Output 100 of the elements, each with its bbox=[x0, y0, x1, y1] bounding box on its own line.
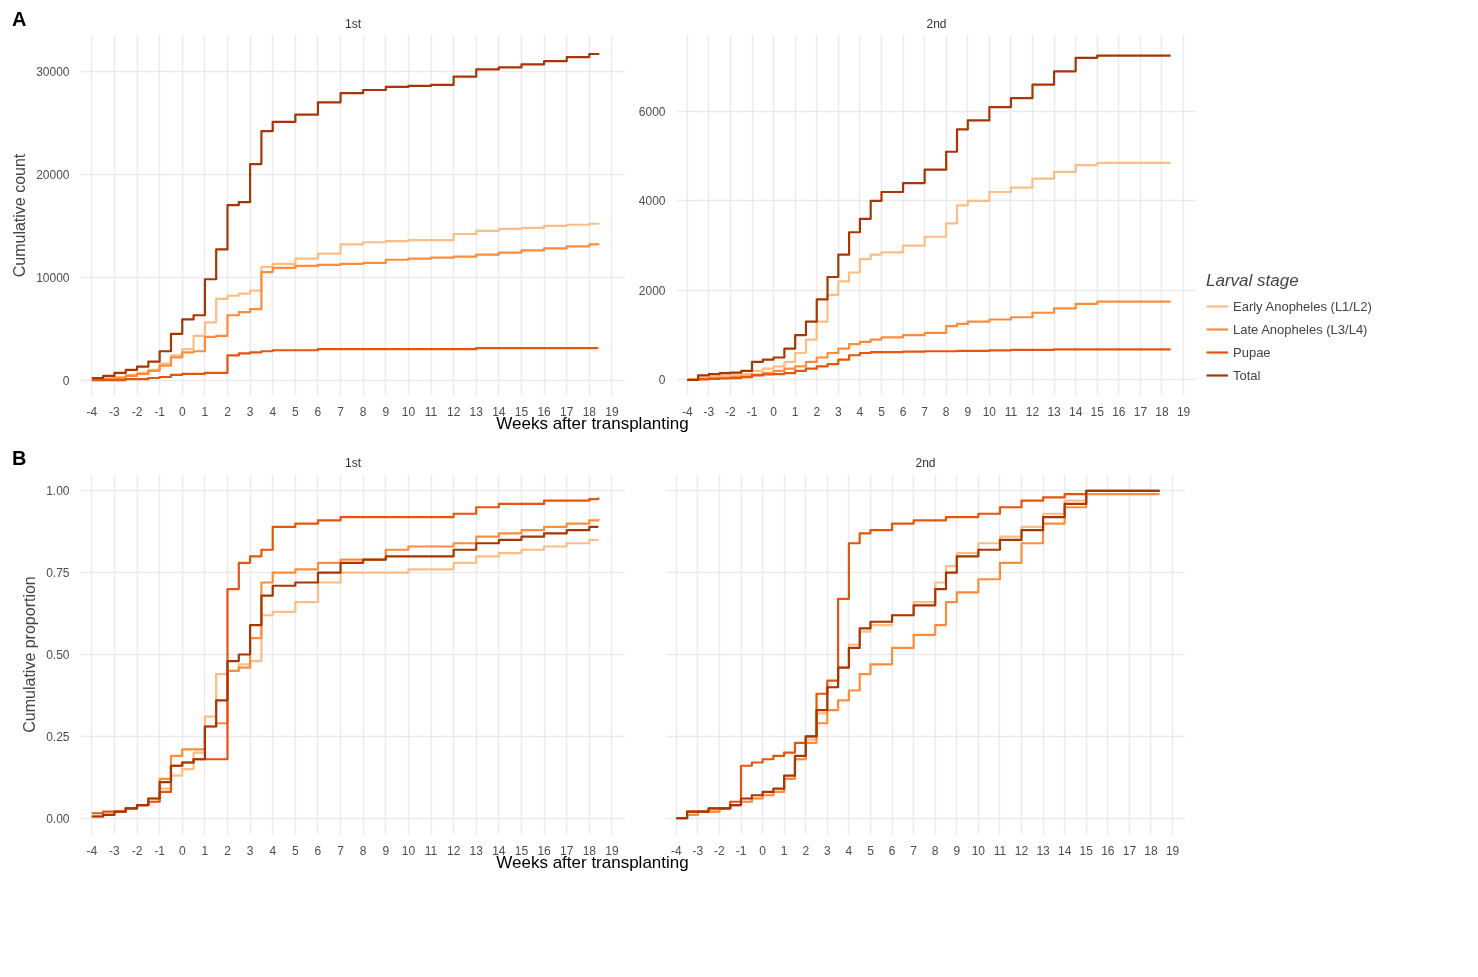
y-tick-label: 0.75 bbox=[46, 566, 70, 581]
x-tick-label: 12 bbox=[446, 404, 461, 419]
x-tick-label: 3 bbox=[834, 404, 842, 419]
x-tick-label: 7 bbox=[921, 404, 929, 419]
x-tick-label: 0 bbox=[178, 843, 186, 858]
x-tick-label: 9 bbox=[964, 404, 972, 419]
x-tick-label: -3 bbox=[703, 404, 715, 419]
x-tick-label: -3 bbox=[109, 843, 121, 858]
x-tick-label: 0 bbox=[178, 404, 186, 419]
x-tick-label: -4 bbox=[86, 843, 98, 858]
x-tick-label: 16 bbox=[537, 843, 552, 858]
x-tick-label: -3 bbox=[109, 404, 121, 419]
x-tick-label: 8 bbox=[931, 843, 939, 858]
y-tick-label: 0.25 bbox=[46, 729, 70, 744]
y-tick-label: 2000 bbox=[638, 283, 666, 298]
y-tick-label: 0.00 bbox=[46, 811, 70, 826]
x-tick-label: 13 bbox=[469, 843, 484, 858]
x-tick-label: 3 bbox=[823, 843, 831, 858]
x-tick-label: 7 bbox=[337, 843, 345, 858]
x-tick-label: -1 bbox=[735, 843, 747, 858]
x-tick-label: 6 bbox=[888, 843, 896, 858]
x-tick-label: 8 bbox=[359, 843, 367, 858]
y-tick-label: 1.00 bbox=[46, 484, 70, 499]
x-tick-label: 19 bbox=[1176, 404, 1191, 419]
legend-label: Late Anopheles (L3/L4) bbox=[1233, 321, 1368, 337]
x-tick-label: 18 bbox=[1144, 843, 1158, 858]
x-tick-label: 9 bbox=[382, 843, 390, 858]
x-tick-label: 14 bbox=[1069, 404, 1083, 419]
x-tick-label: -1 bbox=[154, 843, 166, 858]
x-tick-label: -2 bbox=[131, 404, 143, 419]
legend-title: Larval stage bbox=[1206, 271, 1300, 291]
x-tick-label: 2 bbox=[224, 843, 232, 858]
x-tick-label: 1 bbox=[791, 404, 799, 419]
x-tick-label: 4 bbox=[845, 843, 853, 858]
x-tick-label: -2 bbox=[131, 843, 143, 858]
x-tick-label: 3 bbox=[246, 404, 254, 419]
x-tick-label: 1 bbox=[780, 843, 788, 858]
x-tick-label: -2 bbox=[714, 843, 726, 858]
y-tick-label: 0.50 bbox=[46, 648, 70, 662]
y-tick-label: 4000 bbox=[638, 194, 666, 209]
x-tick-label: 11 bbox=[424, 843, 438, 858]
x-tick-label: 8 bbox=[942, 404, 950, 419]
x-tick-label: -1 bbox=[746, 404, 758, 419]
chart-title: 1st bbox=[345, 455, 362, 470]
x-tick-label: -4 bbox=[670, 843, 682, 858]
text: B bbox=[12, 446, 27, 471]
x-tick-label: 1 bbox=[201, 404, 209, 419]
x-tick-label: 15 bbox=[1079, 843, 1094, 858]
x-tick-label: 11 bbox=[1004, 404, 1018, 419]
x-tick-label: -4 bbox=[681, 404, 693, 419]
x-tick-label: 19 bbox=[605, 404, 619, 419]
x-tick-label: 15 bbox=[514, 404, 529, 419]
chart-title: 2nd bbox=[915, 455, 936, 470]
x-tick-label: 6 bbox=[314, 404, 322, 419]
x-tick-label: 13 bbox=[1047, 404, 1062, 419]
legend-label: Pupae bbox=[1233, 344, 1271, 360]
x-tick-label: 2 bbox=[813, 404, 821, 419]
x-tick-label: -2 bbox=[725, 404, 737, 419]
x-tick-label: 4 bbox=[856, 404, 864, 419]
x-tick-label: 4 bbox=[269, 404, 277, 419]
x-tick-label: 17 bbox=[1122, 843, 1137, 858]
x-tick-label: 0 bbox=[759, 843, 767, 858]
y-tick-label: 0 bbox=[658, 373, 666, 388]
x-tick-label: 16 bbox=[1101, 843, 1115, 858]
x-tick-label: 3 bbox=[246, 843, 254, 858]
y-tick-label: 0 bbox=[62, 373, 70, 388]
x-tick-label: -4 bbox=[86, 404, 98, 419]
x-tick-label: 9 bbox=[953, 843, 961, 858]
y-tick-label: 20000 bbox=[36, 167, 70, 182]
x-tick-label: 19 bbox=[1165, 843, 1180, 858]
y-tick-label: 10000 bbox=[36, 270, 70, 285]
x-tick-label: 18 bbox=[582, 404, 597, 419]
x-tick-label: -1 bbox=[154, 404, 166, 419]
y-axis-title: Cumulative count bbox=[11, 153, 29, 278]
x-tick-label: 5 bbox=[292, 843, 299, 858]
x-tick-label: 6 bbox=[899, 404, 907, 419]
x-tick-label: 10 bbox=[982, 404, 997, 419]
x-tick-label: -3 bbox=[692, 843, 704, 858]
x-tick-label: 15 bbox=[514, 843, 529, 858]
x-tick-label: 15 bbox=[1090, 404, 1105, 419]
legend-label: Early Anopheles (L1/L2) bbox=[1233, 298, 1372, 314]
x-tick-label: 8 bbox=[359, 404, 367, 419]
x-tick-label: 11 bbox=[993, 843, 1007, 858]
x-tick-label: 5 bbox=[292, 404, 299, 419]
y-tick-label: 6000 bbox=[638, 105, 666, 120]
x-tick-label: 17 bbox=[1133, 404, 1148, 419]
x-tick-label: 19 bbox=[605, 843, 619, 858]
x-tick-label: 13 bbox=[1036, 843, 1051, 858]
x-tick-label: 0 bbox=[770, 404, 778, 419]
x-tick-label: 5 bbox=[867, 843, 875, 858]
x-tick-label: 1 bbox=[201, 843, 209, 858]
x-tick-label: 4 bbox=[269, 843, 277, 858]
x-tick-label: 16 bbox=[537, 404, 552, 419]
x-tick-label: 12 bbox=[446, 843, 461, 858]
x-tick-label: 16 bbox=[1112, 404, 1126, 419]
x-tick-label: 7 bbox=[337, 404, 345, 419]
x-tick-label: 18 bbox=[1155, 404, 1169, 419]
x-tick-label: 11 bbox=[424, 404, 438, 419]
x-tick-label: 12 bbox=[1014, 843, 1029, 858]
x-tick-label: 10 bbox=[971, 843, 986, 858]
